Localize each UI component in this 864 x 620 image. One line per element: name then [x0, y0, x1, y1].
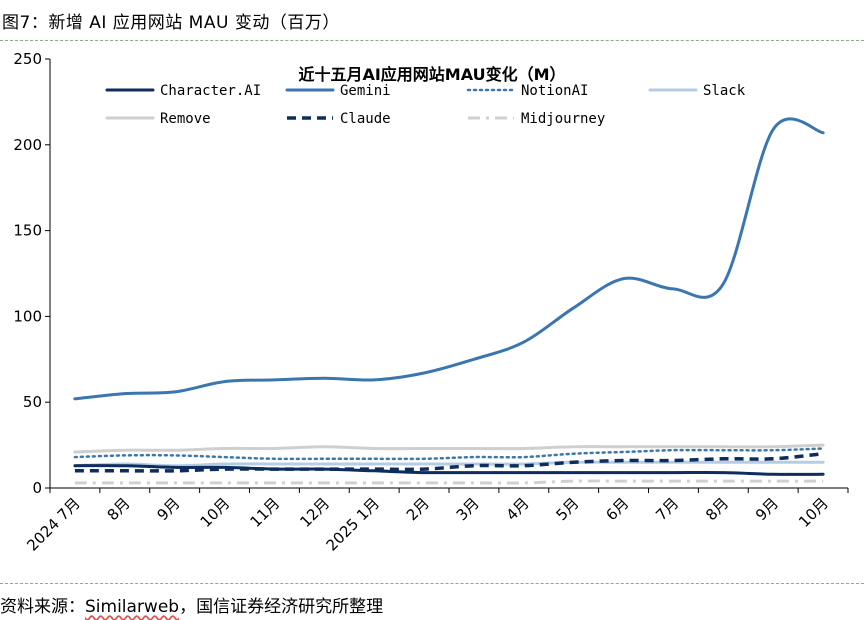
series-line-remove [73, 443, 825, 454]
chart-title: 近十五月AI应用网站MAU变化（M） [298, 65, 565, 84]
source-prefix: 资料来源： [0, 597, 85, 617]
figure-caption: 图7：新增 AI 应用网站 MAU 变动（百万） [2, 13, 340, 33]
x-tick-label: 9月 [752, 494, 782, 524]
series-line-gemini [73, 117, 825, 401]
legend-label-notionai: NotionAI [521, 83, 588, 99]
source-suffix: ，国信证券经济研究所整理 [179, 597, 384, 617]
legend-label-gemini: Gemini [340, 83, 391, 99]
legend-label-claude: Claude [340, 111, 391, 127]
x-tick-label: 3月 [453, 494, 483, 524]
x-tick-label: 6月 [602, 494, 632, 524]
y-tick-label: 100 [13, 307, 42, 325]
x-tick-label: 8月 [104, 494, 134, 524]
x-tick-label: 10月 [197, 494, 234, 531]
x-tick-label: 2月 [403, 494, 433, 524]
legend-label-remove: Remove [160, 111, 211, 127]
x-tick-label: 12月 [296, 494, 333, 531]
legend-label-slack: Slack [703, 83, 746, 99]
y-tick-label: 0 [32, 479, 42, 497]
x-tick-label: 4月 [503, 494, 533, 524]
line-chart: 近十五月AI应用网站MAU变化（M） 0 50 100 150 200 250 2024 7… [13, 50, 849, 555]
x-tick-label: 7月 [652, 494, 682, 524]
legend-label-midjourney: Midjourney [521, 111, 605, 127]
x-tick-label: 8月 [702, 494, 732, 524]
series-line-slack [73, 460, 825, 468]
bottom-divider [0, 583, 864, 584]
legend-label-character-ai: Character.AI [160, 83, 261, 99]
series-line-claude [74, 451, 824, 473]
y-tick-label: 200 [13, 136, 42, 154]
x-tick-label: 2025 1月 [323, 494, 383, 554]
x-tick-label: 11月 [246, 494, 283, 531]
y-tick-label: 150 [13, 222, 42, 240]
series-line-character-ai [73, 464, 825, 476]
x-tick-label: 5月 [552, 494, 582, 524]
series-line-notionai [73, 447, 825, 461]
series-line-midjourney [74, 479, 824, 485]
y-tick-label: 50 [23, 393, 42, 411]
source-name: Similarweb [85, 597, 180, 617]
x-tick-label: 9月 [153, 494, 183, 524]
y-tick-label: 250 [13, 50, 42, 68]
top-divider [0, 40, 864, 41]
source-note: 资料来源：Similarweb，国信证券经济研究所整理 [0, 592, 383, 617]
x-tick-label: 2024 7月 [23, 494, 83, 554]
x-tick-label: 10月 [795, 494, 832, 531]
